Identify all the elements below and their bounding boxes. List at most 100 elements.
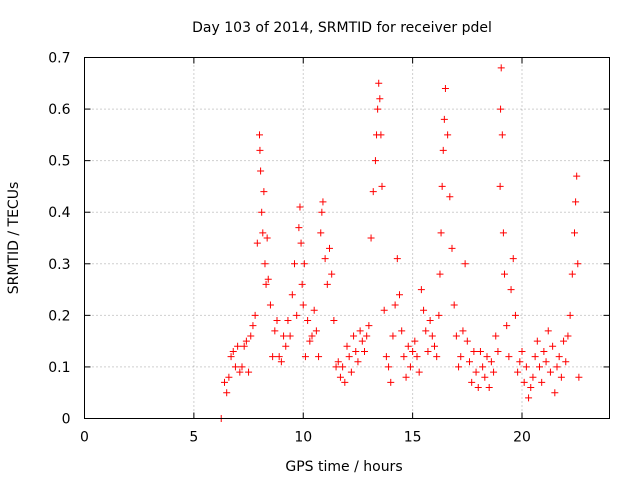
data-point <box>347 368 355 376</box>
data-point <box>251 311 259 319</box>
data-point <box>240 342 248 350</box>
data-point <box>332 363 340 371</box>
data-point <box>571 229 578 237</box>
data-point <box>277 358 285 366</box>
data-point <box>229 347 237 355</box>
data-point <box>257 167 265 175</box>
grid-layer <box>84 57 610 419</box>
x-tick-label: 15 <box>404 430 422 446</box>
data-point <box>522 363 530 371</box>
data-point <box>374 105 382 113</box>
data-point <box>256 146 264 154</box>
data-point <box>328 270 336 278</box>
data-point <box>483 353 491 361</box>
data-point <box>538 378 546 386</box>
data-point <box>437 229 445 237</box>
data-point <box>389 332 397 340</box>
data-point <box>352 347 360 355</box>
tick-labels-layer: 0 0.1 0.2 0.3 0.4 0.5 0.6 0.7 0 5 10 15 20 <box>48 51 531 446</box>
data-point <box>409 347 417 355</box>
data-point <box>391 301 399 309</box>
data-point <box>444 131 452 139</box>
data-point <box>269 353 277 361</box>
plot-frame <box>84 57 610 419</box>
data-point <box>382 353 390 361</box>
data-point <box>260 188 268 196</box>
data-point <box>459 327 467 335</box>
data-point <box>288 291 296 299</box>
data-point <box>231 363 239 371</box>
data-point <box>264 275 272 283</box>
data-point <box>463 337 471 345</box>
data-point <box>304 317 312 325</box>
data-point <box>318 208 326 216</box>
data-point <box>378 182 386 190</box>
data-point <box>574 260 582 268</box>
data-point <box>438 182 446 190</box>
data-point <box>339 363 347 371</box>
data-point <box>479 363 487 371</box>
data-point <box>385 363 393 371</box>
data-point <box>266 301 274 309</box>
data-point <box>527 384 535 392</box>
points-layer <box>217 64 583 422</box>
data-point <box>546 368 554 376</box>
data-point <box>365 322 373 330</box>
data-point <box>557 373 565 381</box>
data-point <box>363 332 371 340</box>
data-point <box>509 255 517 263</box>
x-tick-label: 20 <box>513 430 531 446</box>
data-point <box>440 115 448 123</box>
data-point <box>439 146 447 154</box>
data-point <box>253 239 261 247</box>
data-point <box>343 342 351 350</box>
data-point <box>315 353 323 361</box>
data-point <box>258 208 266 216</box>
data-point <box>308 332 316 340</box>
data-point <box>461 260 469 268</box>
data-point <box>312 327 320 335</box>
data-point <box>406 363 414 371</box>
data-point <box>393 255 401 263</box>
data-point <box>411 337 419 345</box>
data-point <box>564 332 572 340</box>
data-point <box>299 301 307 309</box>
data-point <box>452 332 460 340</box>
x-tick-label: 5 <box>189 430 198 446</box>
data-point <box>284 317 292 325</box>
data-point <box>518 347 526 355</box>
data-point <box>249 322 257 330</box>
data-point <box>387 378 395 386</box>
data-point <box>468 378 476 386</box>
data-point <box>300 260 308 268</box>
data-point <box>476 347 484 355</box>
data-point <box>336 373 344 381</box>
data-point <box>494 347 502 355</box>
data-point <box>402 373 410 381</box>
y-tick-label: 0 <box>62 412 71 428</box>
data-point <box>481 373 489 381</box>
data-point <box>426 317 434 325</box>
data-point <box>531 353 539 361</box>
data-point <box>227 353 235 361</box>
data-point <box>236 368 244 376</box>
data-point <box>542 358 550 366</box>
data-point <box>450 301 458 309</box>
data-point <box>225 373 233 381</box>
data-point <box>516 358 524 366</box>
data-point <box>354 358 362 366</box>
data-point <box>273 317 281 325</box>
data-point <box>350 332 358 340</box>
data-point <box>566 311 574 319</box>
y-tick-label: 0.2 <box>48 308 70 324</box>
data-point <box>293 311 301 319</box>
data-point <box>263 234 271 242</box>
data-point <box>457 353 465 361</box>
data-point <box>514 368 522 376</box>
data-point <box>496 182 504 190</box>
data-point <box>282 342 290 350</box>
data-point <box>404 342 412 350</box>
y-tick-label: 0.1 <box>48 360 70 376</box>
data-point <box>487 358 495 366</box>
data-point <box>371 157 379 165</box>
